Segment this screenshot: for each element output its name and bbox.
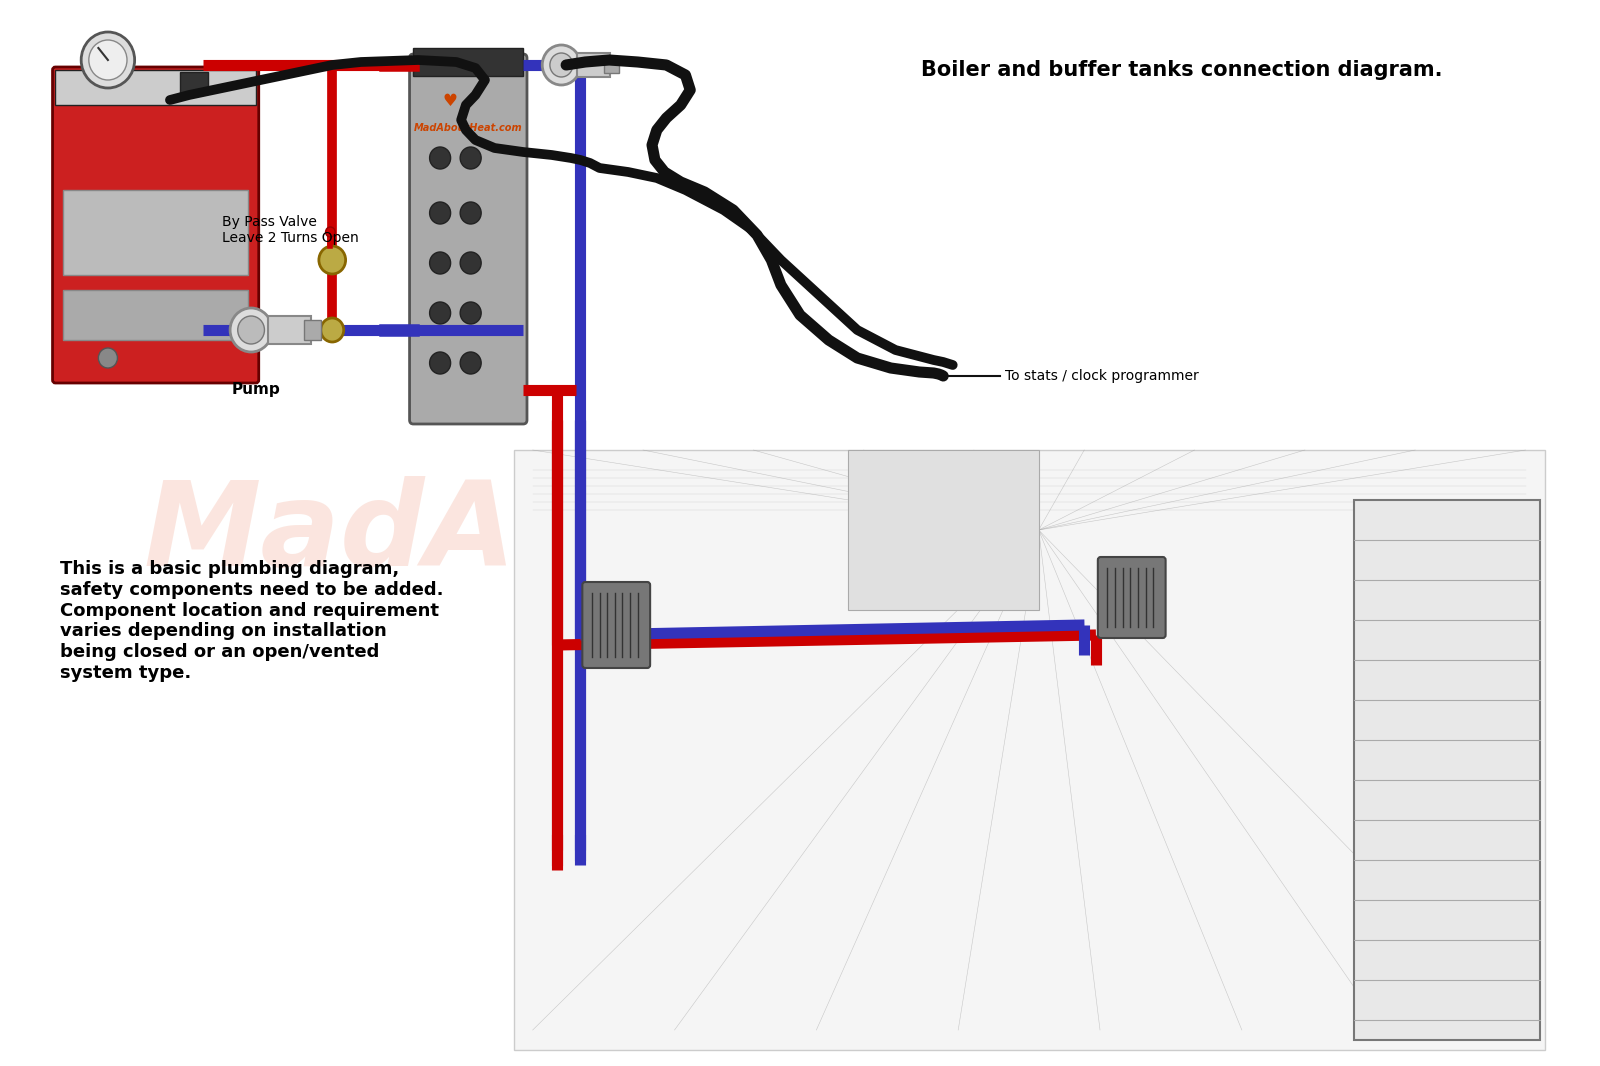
Bar xyxy=(62,290,248,340)
Bar xyxy=(62,190,248,275)
Circle shape xyxy=(98,348,117,368)
FancyBboxPatch shape xyxy=(582,582,650,668)
Circle shape xyxy=(90,41,126,80)
Text: This is a basic plumbing diagram,
safety components need to be added.
Component : This is a basic plumbing diagram, safety… xyxy=(61,560,443,682)
Circle shape xyxy=(461,302,482,324)
Text: Pump: Pump xyxy=(232,382,280,397)
Circle shape xyxy=(238,316,264,344)
Circle shape xyxy=(430,201,451,224)
Circle shape xyxy=(461,201,482,224)
Circle shape xyxy=(430,352,451,374)
Text: By Pass Valve
Leave 2 Turns Open: By Pass Valve Leave 2 Turns Open xyxy=(222,215,360,245)
Text: Boiler and buffer tanks connection diagram.: Boiler and buffer tanks connection diagr… xyxy=(922,60,1443,80)
Circle shape xyxy=(320,318,344,342)
Circle shape xyxy=(461,147,482,169)
Bar xyxy=(269,316,312,344)
FancyBboxPatch shape xyxy=(410,54,526,424)
Circle shape xyxy=(82,32,134,88)
Bar xyxy=(1354,500,1539,1040)
Text: MadAboutHeat.com: MadAboutHeat.com xyxy=(413,123,522,133)
Circle shape xyxy=(542,45,581,85)
Bar xyxy=(56,70,256,104)
Circle shape xyxy=(230,308,272,352)
FancyBboxPatch shape xyxy=(1098,558,1166,637)
Text: To stats / clock programmer: To stats / clock programmer xyxy=(1005,369,1198,383)
Bar xyxy=(413,48,523,76)
Circle shape xyxy=(430,252,451,274)
Circle shape xyxy=(461,352,482,374)
Bar xyxy=(848,450,1038,610)
Bar xyxy=(514,450,1544,1050)
Bar xyxy=(304,320,320,340)
Circle shape xyxy=(550,53,573,77)
Text: MadAboutHeat.com: MadAboutHeat.com xyxy=(144,475,1456,591)
Text: ♥: ♥ xyxy=(442,92,458,110)
Circle shape xyxy=(325,227,334,237)
Bar xyxy=(576,53,610,77)
Circle shape xyxy=(461,252,482,274)
Circle shape xyxy=(430,147,451,169)
Bar xyxy=(179,72,208,94)
FancyBboxPatch shape xyxy=(53,67,259,383)
Bar xyxy=(605,56,619,72)
Circle shape xyxy=(318,246,346,274)
Circle shape xyxy=(430,302,451,324)
